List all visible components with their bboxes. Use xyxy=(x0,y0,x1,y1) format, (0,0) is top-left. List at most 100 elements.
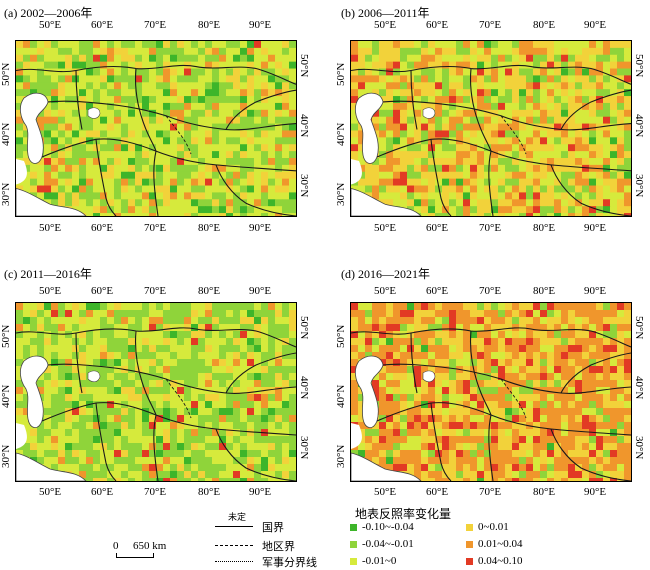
lat-tick-left: 40°N xyxy=(335,122,347,146)
lat-tick-left: 40°N xyxy=(0,384,12,408)
country-border xyxy=(153,150,159,216)
regional-border xyxy=(500,115,527,155)
water-body xyxy=(351,158,362,185)
lat-tick-left: 50°N xyxy=(335,324,347,348)
country-border xyxy=(95,402,117,481)
lon-tick-top: 70°E xyxy=(479,285,502,297)
lat-tick-left: 50°N xyxy=(0,62,12,86)
legend-label: -0.10~-0.04 xyxy=(362,521,414,533)
country-border xyxy=(153,414,159,481)
persian-gulf xyxy=(351,188,422,216)
lon-tick-bottom: 70°E xyxy=(479,486,502,498)
country-border xyxy=(469,68,492,152)
legend-swatch xyxy=(350,558,357,565)
aral-sea xyxy=(87,107,101,119)
lon-tick-bottom: 50°E xyxy=(374,222,397,234)
legend-swatch xyxy=(466,524,473,531)
boundary-undetermined-note: 未定 xyxy=(228,512,247,522)
lat-tick-right: 30°N xyxy=(633,436,645,460)
country-border xyxy=(16,327,296,348)
lon-tick-bottom: 60°E xyxy=(91,222,114,234)
panel-title: (d) 2016—2021年 xyxy=(341,267,430,281)
country-border xyxy=(410,332,418,394)
country-border xyxy=(410,70,418,130)
lat-tick-right: 50°N xyxy=(298,316,310,340)
persian-gulf xyxy=(16,188,87,216)
persian-gulf xyxy=(351,452,422,481)
lon-tick-top: 70°E xyxy=(144,19,167,31)
lon-tick-top: 60°E xyxy=(426,285,449,297)
lon-tick-top: 60°E xyxy=(91,19,114,31)
lon-tick-bottom: 90°E xyxy=(584,486,607,498)
lat-tick-right: 40°N xyxy=(633,376,645,400)
lon-tick-bottom: 60°E xyxy=(91,486,114,498)
lat-tick-right: 40°N xyxy=(298,376,310,400)
country-border xyxy=(225,352,296,394)
lon-tick-top: 90°E xyxy=(584,285,607,297)
boundary-label-military: 军事分界线 xyxy=(262,557,317,569)
lon-tick-bottom: 90°E xyxy=(249,486,272,498)
lon-tick-bottom: 80°E xyxy=(198,222,221,234)
lat-tick-left: 50°N xyxy=(0,324,12,348)
lat-tick-right: 30°N xyxy=(633,174,645,198)
lon-tick-bottom: 90°E xyxy=(249,222,272,234)
lat-tick-right: 30°N xyxy=(298,174,310,198)
lon-tick-bottom: 50°E xyxy=(39,222,62,234)
country-border xyxy=(550,164,631,216)
lon-tick-top: 60°E xyxy=(426,19,449,31)
boundary-label-regional: 地区界 xyxy=(262,541,295,553)
country-border xyxy=(560,89,631,130)
lon-tick-bottom: 50°E xyxy=(374,486,397,498)
lat-tick-right: 50°N xyxy=(633,54,645,78)
legend-label: -0.04~-0.01 xyxy=(362,538,414,550)
regional-border xyxy=(500,378,527,419)
water-body xyxy=(16,158,27,185)
lon-tick-bottom: 80°E xyxy=(198,486,221,498)
lon-tick-top: 50°E xyxy=(374,285,397,297)
lon-tick-top: 90°E xyxy=(584,19,607,31)
military-line xyxy=(215,561,253,562)
legend-label: 0~0.01 xyxy=(478,521,509,533)
regional-boundary-line xyxy=(215,545,253,546)
lat-tick-right: 40°N xyxy=(633,114,645,138)
lon-tick-top: 50°E xyxy=(39,285,62,297)
lon-tick-top: 80°E xyxy=(533,285,556,297)
country-border xyxy=(75,332,83,394)
country-border xyxy=(75,70,83,130)
lon-tick-bottom: 60°E xyxy=(426,222,449,234)
lat-tick-left: 30°N xyxy=(335,182,347,206)
albedo-change-map xyxy=(350,302,632,482)
panel-title: (a) 2002—2006年 xyxy=(4,6,93,20)
lon-tick-bottom: 70°E xyxy=(144,222,167,234)
lat-tick-left: 40°N xyxy=(335,384,347,408)
legend-label: 0.04~0.10 xyxy=(478,555,523,567)
country-border xyxy=(134,68,157,152)
legend-swatch xyxy=(350,541,357,548)
lon-tick-top: 80°E xyxy=(198,19,221,31)
country-border xyxy=(16,64,296,85)
legend-label: 0.01~0.04 xyxy=(478,538,523,550)
lon-tick-bottom: 90°E xyxy=(584,222,607,234)
aral-sea xyxy=(422,370,436,383)
regional-border xyxy=(165,115,192,155)
aral-sea xyxy=(422,107,436,119)
legend-swatch xyxy=(466,558,473,565)
lat-tick-right: 50°N xyxy=(298,54,310,78)
country-border xyxy=(95,139,117,216)
country-border xyxy=(560,352,631,394)
legend-title: 地表反照率变化量 xyxy=(355,507,452,521)
country-border xyxy=(430,139,452,216)
albedo-change-map xyxy=(350,40,632,217)
national-boundary-line xyxy=(215,526,253,527)
scale-bar xyxy=(116,553,154,558)
country-border xyxy=(225,89,296,130)
lat-tick-left: 30°N xyxy=(335,444,347,468)
lon-tick-bottom: 80°E xyxy=(533,486,556,498)
country-border xyxy=(469,330,492,416)
lon-tick-top: 50°E xyxy=(374,19,397,31)
boundary-label-national: 国界 xyxy=(262,522,284,534)
persian-gulf xyxy=(16,452,87,481)
country-border xyxy=(351,327,631,348)
lon-tick-top: 90°E xyxy=(249,19,272,31)
legend-swatch xyxy=(466,541,473,548)
